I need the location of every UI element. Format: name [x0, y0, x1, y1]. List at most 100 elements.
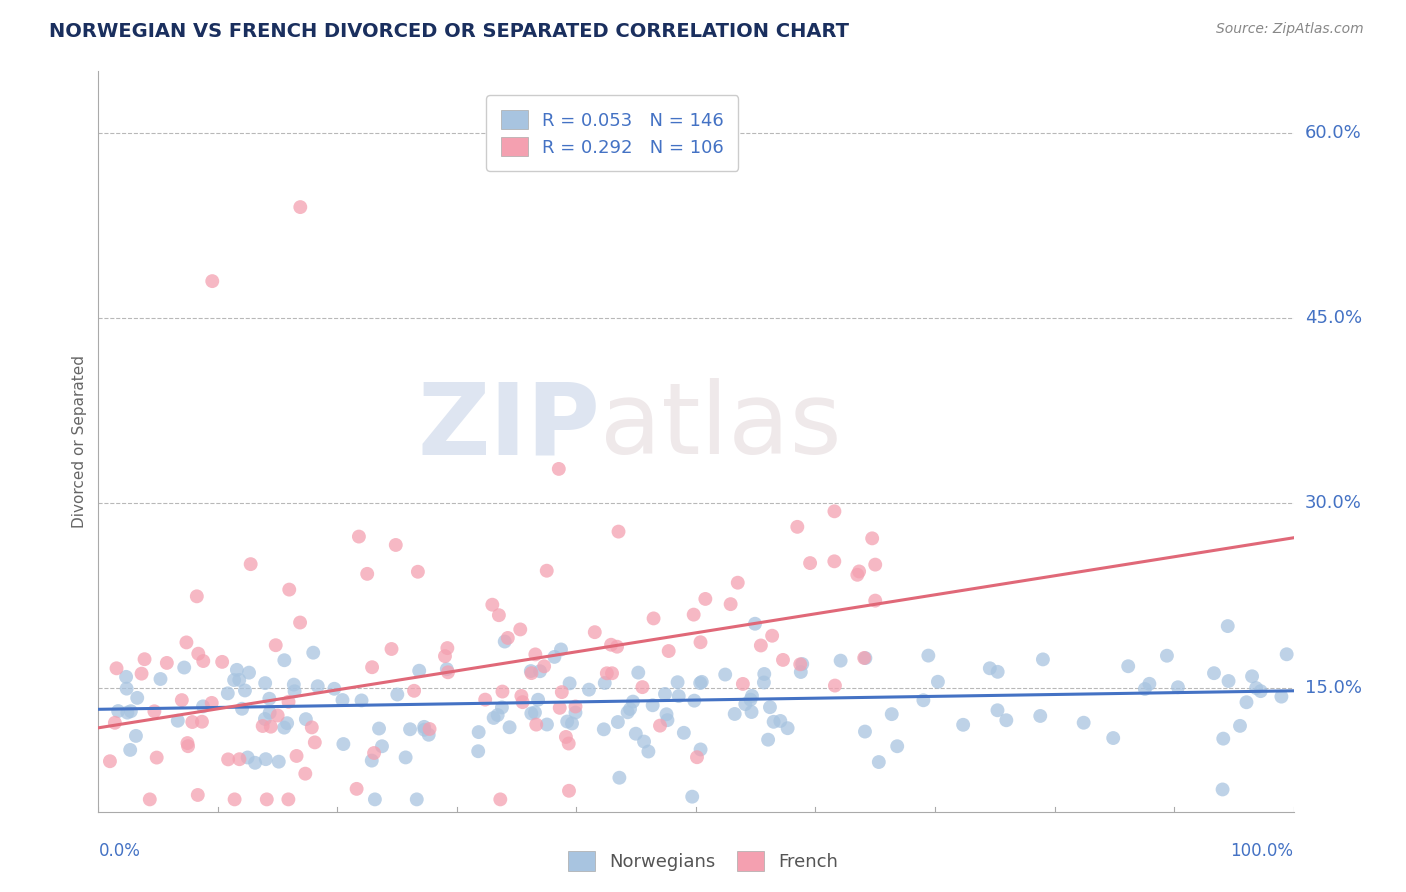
Point: [145, 750, 167, 764]
Point: [239, 557, 262, 571]
Point: [201, 696, 224, 710]
Point: [607, 524, 630, 539]
Point: [231, 702, 253, 716]
Point: [682, 607, 704, 622]
Point: [259, 691, 281, 706]
Point: [846, 567, 869, 582]
Point: [361, 660, 384, 674]
Point: [233, 683, 256, 698]
Point: [225, 663, 247, 677]
Point: [217, 686, 239, 700]
Point: [609, 771, 631, 785]
Point: [360, 754, 382, 768]
Point: [498, 720, 520, 734]
Point: [332, 737, 354, 751]
Point: [181, 714, 204, 729]
Point: [772, 653, 794, 667]
Point: [238, 665, 260, 680]
Point: [627, 665, 650, 680]
Point: [284, 684, 307, 698]
Point: [277, 792, 299, 806]
Point: [413, 723, 436, 737]
Point: [217, 752, 239, 766]
Point: [1275, 647, 1298, 661]
Point: [554, 730, 576, 744]
Point: [648, 718, 671, 732]
Point: [790, 665, 813, 679]
Point: [927, 674, 949, 689]
Point: [536, 564, 558, 578]
Point: [166, 714, 188, 728]
Text: NORWEGIAN VS FRENCH DIVORCED OR SEPARATED CORRELATION CHART: NORWEGIAN VS FRENCH DIVORCED OR SEPARATE…: [49, 22, 849, 41]
Point: [600, 638, 623, 652]
Point: [228, 673, 250, 687]
Point: [551, 685, 574, 699]
Point: [564, 706, 586, 720]
Point: [201, 274, 224, 288]
Point: [596, 666, 619, 681]
Point: [173, 660, 195, 674]
Point: [848, 565, 870, 579]
Point: [243, 756, 266, 770]
Point: [323, 681, 346, 696]
Point: [631, 680, 654, 694]
Point: [115, 670, 138, 684]
Point: [593, 676, 616, 690]
Text: 15.0%: 15.0%: [1305, 680, 1361, 698]
Point: [524, 717, 547, 731]
Point: [600, 666, 623, 681]
Point: [695, 591, 717, 606]
Point: [860, 532, 883, 546]
Point: [1241, 669, 1264, 683]
Point: [387, 688, 409, 702]
Point: [474, 692, 496, 706]
Text: atlas: atlas: [600, 378, 842, 475]
Point: [276, 716, 298, 731]
Point: [368, 722, 391, 736]
Point: [278, 582, 301, 597]
Point: [741, 705, 763, 719]
Point: [115, 681, 138, 696]
Point: [104, 715, 127, 730]
Point: [683, 693, 706, 707]
Point: [1216, 619, 1239, 633]
Point: [404, 683, 426, 698]
Point: [714, 667, 737, 681]
Point: [561, 716, 583, 731]
Point: [759, 700, 782, 714]
Point: [418, 728, 440, 742]
Point: [191, 714, 214, 729]
Point: [789, 657, 811, 672]
Point: [294, 766, 316, 780]
Point: [762, 714, 785, 729]
Point: [754, 667, 776, 681]
Point: [489, 792, 512, 806]
Point: [523, 706, 546, 720]
Point: [187, 788, 209, 802]
Point: [995, 713, 1018, 727]
Point: [823, 554, 845, 568]
Point: [467, 725, 489, 739]
Point: [371, 739, 394, 754]
Point: [658, 644, 681, 658]
Point: [347, 530, 370, 544]
Text: Source: ZipAtlas.com: Source: ZipAtlas.com: [1216, 22, 1364, 37]
Point: [689, 676, 711, 690]
Point: [641, 698, 664, 713]
Point: [524, 648, 547, 662]
Point: [643, 611, 665, 625]
Point: [824, 679, 846, 693]
Point: [724, 706, 747, 721]
Point: [720, 597, 742, 611]
Point: [285, 748, 308, 763]
Point: [621, 695, 644, 709]
Point: [436, 641, 458, 656]
Point: [520, 666, 543, 681]
Point: [405, 792, 427, 806]
Point: [254, 752, 277, 766]
Point: [1073, 715, 1095, 730]
Point: [1032, 652, 1054, 666]
Point: [657, 713, 679, 727]
Point: [619, 702, 641, 716]
Point: [606, 714, 628, 729]
